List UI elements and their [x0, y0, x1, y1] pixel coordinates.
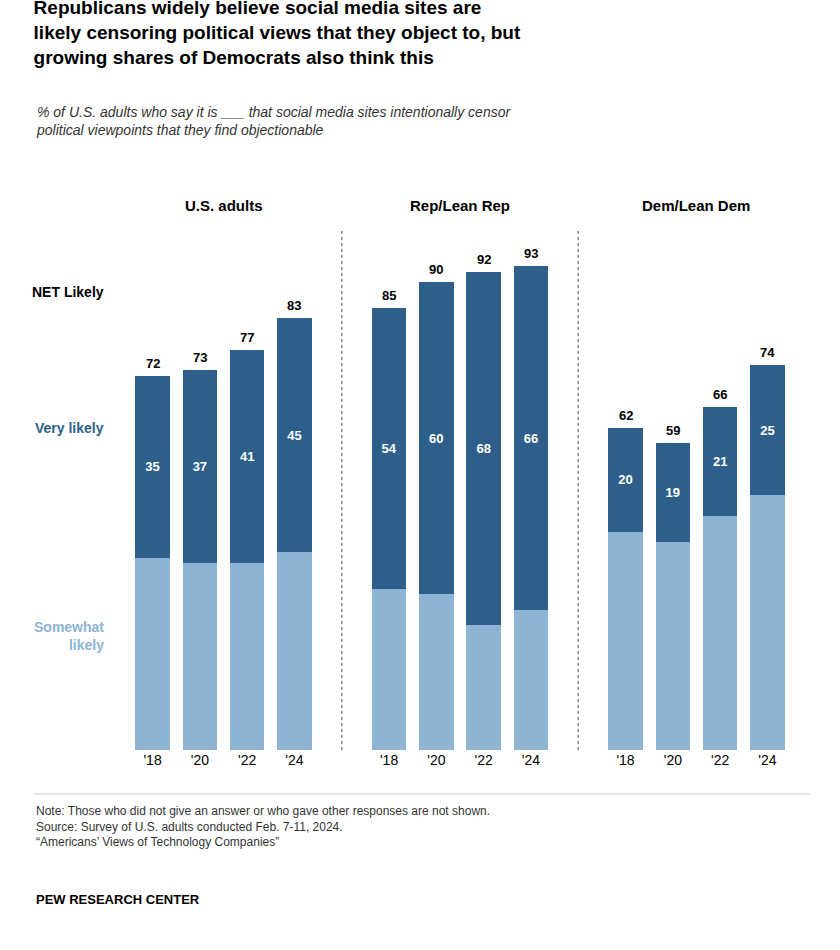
svg-text:59: 59	[666, 423, 680, 438]
svg-text:U.S. adults: U.S. adults	[185, 197, 263, 214]
svg-text:77: 77	[240, 330, 254, 345]
svg-text:'18: '18	[143, 752, 161, 768]
svg-text:Note: Those who did not give a: Note: Those who did not give an answer o…	[36, 804, 490, 849]
svg-text:41: 41	[240, 449, 254, 464]
svg-text:74: 74	[760, 345, 775, 360]
svg-text:'22: '22	[711, 752, 729, 768]
svg-text:NET Likely: NET Likely	[32, 284, 104, 300]
svg-text:93: 93	[524, 246, 538, 261]
svg-text:Republicans widely believe soc: Republicans widely believe social media …	[34, 0, 521, 68]
svg-text:66: 66	[713, 387, 727, 402]
svg-text:% of U.S. adults who say it is: % of U.S. adults who say it is ___ that …	[36, 104, 511, 138]
svg-text:'22: '22	[238, 752, 256, 768]
svg-text:Rep/Lean Rep: Rep/Lean Rep	[410, 197, 510, 214]
svg-text:85: 85	[382, 288, 396, 303]
svg-text:62: 62	[619, 408, 633, 423]
svg-text:'22: '22	[475, 752, 493, 768]
svg-text:73: 73	[193, 350, 207, 365]
svg-text:66: 66	[524, 431, 538, 446]
svg-text:54: 54	[381, 441, 396, 456]
svg-text:'20: '20	[664, 752, 682, 768]
svg-text:68: 68	[476, 441, 490, 456]
svg-text:60: 60	[429, 431, 443, 446]
svg-text:92: 92	[477, 252, 491, 267]
svg-text:21: 21	[713, 454, 727, 469]
svg-text:37: 37	[193, 459, 207, 474]
svg-text:83: 83	[287, 298, 301, 313]
svg-text:'24: '24	[285, 752, 303, 768]
svg-text:PEW RESEARCH CENTER: PEW RESEARCH CENTER	[36, 892, 200, 907]
svg-text:25: 25	[760, 423, 774, 438]
svg-text:90: 90	[429, 262, 443, 277]
svg-text:'20: '20	[427, 752, 445, 768]
svg-text:'18: '18	[380, 752, 398, 768]
svg-text:Dem/Lean Dem: Dem/Lean Dem	[642, 197, 750, 214]
svg-text:'18: '18	[616, 752, 634, 768]
svg-text:Very likely: Very likely	[35, 420, 104, 436]
svg-text:19: 19	[666, 485, 680, 500]
svg-text:72: 72	[146, 356, 160, 371]
svg-text:'20: '20	[191, 752, 209, 768]
svg-text:20: 20	[618, 472, 632, 487]
svg-text:'24: '24	[522, 752, 540, 768]
svg-text:45: 45	[287, 428, 301, 443]
svg-text:35: 35	[145, 459, 159, 474]
svg-text:'24: '24	[758, 752, 776, 768]
svg-text:Somewhatlikely: Somewhatlikely	[34, 619, 104, 653]
